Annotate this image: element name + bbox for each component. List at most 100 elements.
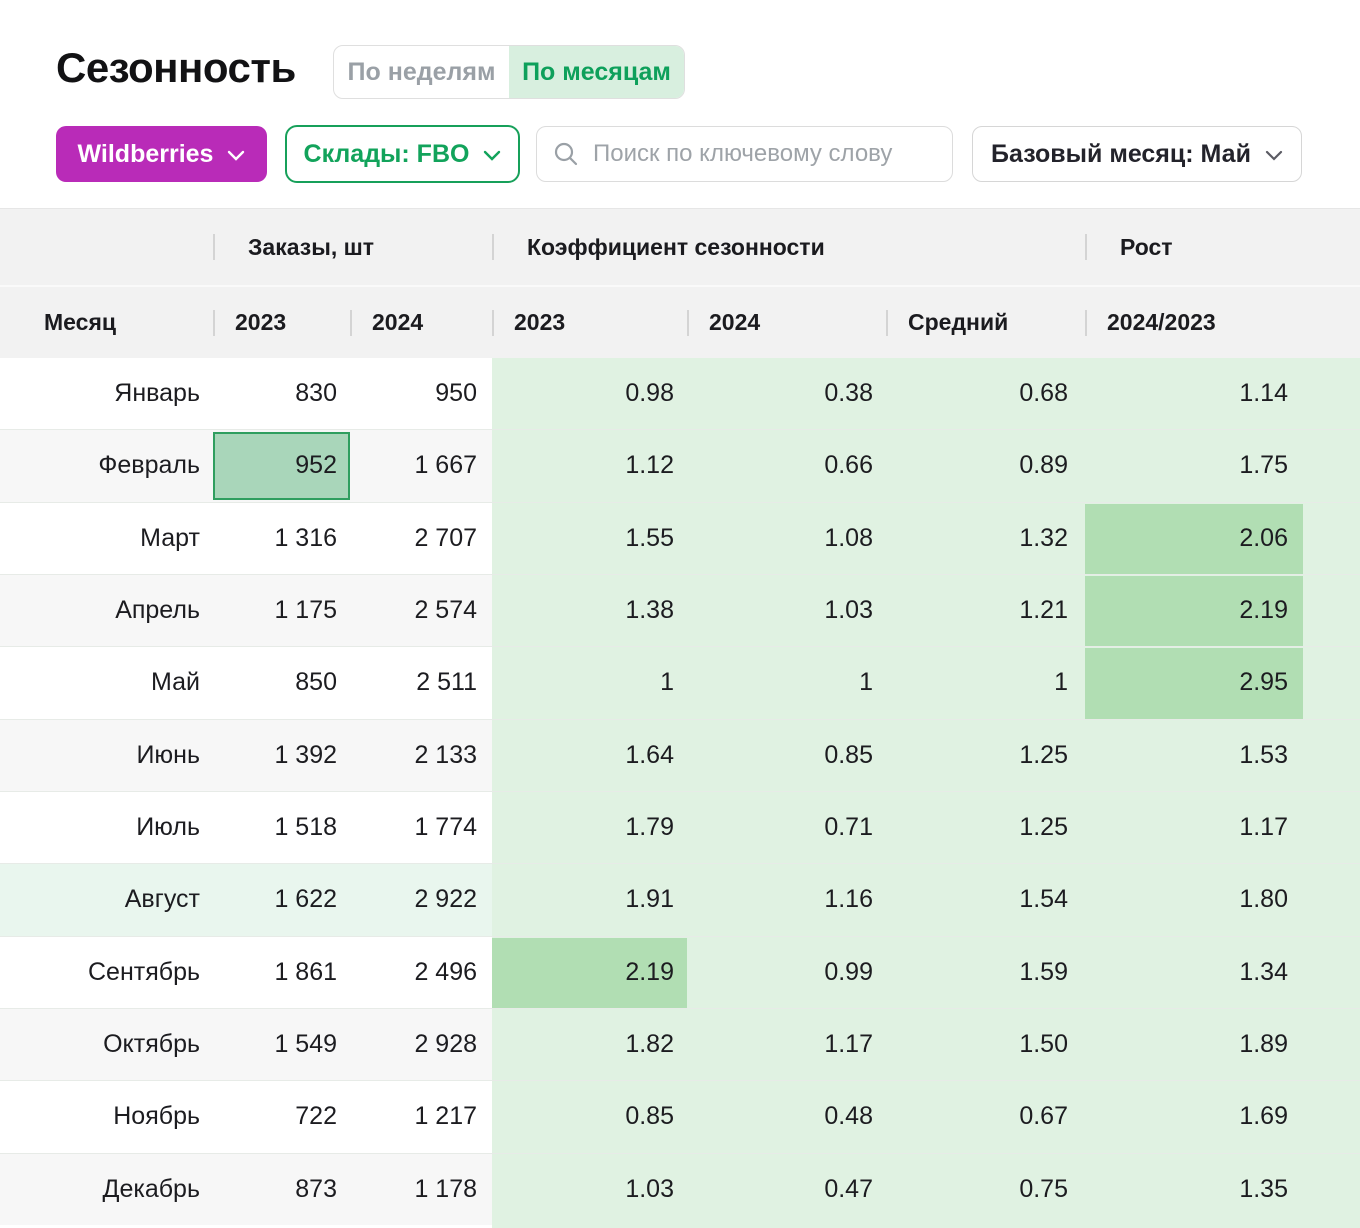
cell-orders-2024[interactable]: 2 922: [350, 864, 492, 936]
cell-orders-2024[interactable]: 950: [435, 379, 477, 408]
toggle-by-weeks[interactable]: По неделям: [347, 57, 496, 86]
cell-orders-2024[interactable]: 1 667: [350, 430, 492, 502]
cell-orders-2024[interactable]: 2 707: [414, 523, 477, 552]
cell-month[interactable]: Июль: [136, 813, 200, 842]
cell-growth-ratio[interactable]: 1.89: [1085, 1008, 1360, 1081]
cell-month[interactable]: Ноябрь: [113, 1102, 200, 1131]
cell-growth-ratio[interactable]: 1.53: [1085, 719, 1360, 791]
cell-average[interactable]: 1.21: [886, 574, 1085, 647]
cell-average[interactable]: 1.50: [886, 1008, 1085, 1081]
search-input[interactable]: [591, 139, 936, 169]
cell-coef-2023[interactable]: 1.12: [492, 430, 687, 502]
column-header-month: Месяц: [44, 309, 116, 335]
cell-orders-2023[interactable]: 1 392: [213, 719, 350, 791]
cell-orders-2023[interactable]: 1 518: [274, 813, 337, 842]
cell-month[interactable]: Январь: [114, 379, 200, 408]
cell-coef-2024[interactable]: 1.08: [687, 502, 886, 574]
cell-average[interactable]: 1.25: [886, 791, 1085, 864]
cell-coef-2024[interactable]: 0.66: [687, 430, 886, 502]
cell-coef-2023[interactable]: 1.64: [492, 719, 687, 791]
cell-month[interactable]: Май: [151, 668, 200, 697]
cell-orders-2024[interactable]: 2 511: [416, 668, 477, 697]
cell-coef-2024[interactable]: 0.85: [687, 719, 886, 791]
cell-orders-2023[interactable]: 850: [295, 668, 337, 697]
table-bottom-filler: [0, 1224, 1360, 1228]
cell-coef-2023[interactable]: 1.79: [492, 791, 687, 864]
cell-growth-ratio[interactable]: 2.06: [1085, 502, 1360, 575]
cell-coef-2023[interactable]: 0.98: [492, 358, 687, 430]
table-row: Июнь 1 392 2 133 1.64 0.85 1.25 1.53: [0, 718, 1360, 791]
cell-growth-ratio[interactable]: 1.75: [1085, 430, 1360, 502]
cell-orders-2023[interactable]: 1 622: [213, 864, 350, 936]
cell-orders-2023[interactable]: 873: [213, 1153, 350, 1225]
cell-coef-2024[interactable]: 1: [687, 647, 886, 719]
cell-month[interactable]: Июнь: [0, 719, 213, 791]
cell-month[interactable]: Апрель: [0, 574, 213, 647]
table-column-header: Месяц 2023 2024 2023 2024 Средний 2024/2…: [0, 287, 1360, 358]
cell-growth-ratio[interactable]: 1.14: [1085, 358, 1360, 430]
cell-coef-2023[interactable]: 0.85: [492, 1081, 687, 1153]
marketplace-dropdown[interactable]: Wildberries: [56, 126, 267, 182]
cell-coef-2024[interactable]: 0.48: [687, 1081, 886, 1153]
cell-coef-2024[interactable]: 1.17: [687, 1008, 886, 1081]
cell-orders-2024[interactable]: 1 774: [414, 813, 477, 842]
filler-left: [0, 1224, 492, 1228]
cell-growth-ratio[interactable]: 1.35: [1085, 1153, 1360, 1225]
cell-average[interactable]: 0.75: [886, 1153, 1085, 1225]
warehouses-dropdown[interactable]: Склады: FBO: [285, 125, 520, 183]
cell-average[interactable]: 1: [886, 647, 1085, 719]
column-header-orders-2024: 2024: [350, 287, 492, 358]
cell-month[interactable]: Декабрь: [0, 1153, 213, 1225]
table-row: Апрель 1 175 2 574 1.38 1.03 1.21 2.19: [0, 573, 1360, 647]
cell-orders-2024[interactable]: 1 217: [414, 1102, 477, 1131]
cell-growth-ratio[interactable]: 2.95: [1085, 647, 1360, 719]
cell-coef-2023[interactable]: 1: [492, 647, 687, 719]
cell-growth-ratio[interactable]: 1.17: [1085, 791, 1360, 864]
cell-month[interactable]: Февраль: [0, 430, 213, 502]
cell-orders-2023[interactable]: 1 316: [274, 523, 337, 552]
cell-orders-2023[interactable]: 1 861: [274, 957, 337, 986]
cell-average[interactable]: 1.32: [886, 502, 1085, 574]
cell-growth-ratio[interactable]: 1.69: [1085, 1081, 1360, 1153]
filler-green: [492, 1224, 1360, 1228]
cell-orders-2023[interactable]: 1 549: [213, 1008, 350, 1081]
cell-coef-2024[interactable]: 0.38: [687, 358, 886, 430]
cell-orders-2023[interactable]: 952: [213, 430, 350, 502]
cell-orders-2024[interactable]: 2 574: [350, 574, 492, 647]
cell-average[interactable]: 0.67: [886, 1081, 1085, 1153]
cell-month[interactable]: Октябрь: [0, 1008, 213, 1081]
cell-coef-2023[interactable]: 1.03: [492, 1153, 687, 1225]
cell-orders-2024[interactable]: 2 133: [350, 719, 492, 791]
cell-coef-2024[interactable]: 1.03: [687, 574, 886, 647]
base-month-dropdown[interactable]: Базовый месяц: Май: [972, 126, 1302, 182]
cell-growth-ratio[interactable]: 1.80: [1085, 864, 1360, 936]
cell-orders-2024[interactable]: 2 928: [350, 1008, 492, 1081]
cell-average[interactable]: 1.25: [886, 719, 1085, 791]
cell-coef-2024[interactable]: 0.99: [687, 936, 886, 1008]
cell-growth-ratio[interactable]: 1.34: [1085, 936, 1360, 1008]
cell-orders-2023[interactable]: 830: [295, 379, 337, 408]
cell-coef-2023[interactable]: 1.82: [492, 1008, 687, 1081]
cell-coef-2024[interactable]: 0.47: [687, 1153, 886, 1225]
table-row: Январь 830 950 0.98 0.38 0.68 1.14: [0, 358, 1360, 430]
toggle-by-months[interactable]: По месяцам: [509, 46, 684, 98]
cell-coef-2024[interactable]: 0.71: [687, 791, 886, 864]
cell-month[interactable]: Сентябрь: [88, 957, 200, 986]
cell-coef-2023[interactable]: 1.91: [492, 864, 687, 936]
cell-coef-2023[interactable]: 1.55: [492, 502, 687, 574]
cell-coef-2023[interactable]: 1.38: [492, 574, 687, 647]
cell-average[interactable]: 0.68: [886, 358, 1085, 430]
cell-orders-2024[interactable]: 1 178: [350, 1153, 492, 1225]
cell-orders-2023[interactable]: 722: [295, 1102, 337, 1131]
cell-month[interactable]: Август: [0, 864, 213, 936]
cell-orders-2024[interactable]: 2 496: [414, 957, 477, 986]
cell-average[interactable]: 0.89: [886, 430, 1085, 502]
cell-average[interactable]: 1.54: [886, 864, 1085, 936]
cell-average[interactable]: 1.59: [886, 936, 1085, 1008]
cell-growth-ratio[interactable]: 2.19: [1085, 574, 1360, 647]
cell-month[interactable]: Март: [140, 523, 200, 552]
cell-orders-2023[interactable]: 1 175: [213, 574, 350, 647]
cell-coef-2024[interactable]: 1.16: [687, 864, 886, 936]
cell-coef-2023[interactable]: 2.19: [492, 936, 687, 1009]
table-row: Март 1 316 2 707 1.55 1.08 1.32 2.06: [0, 501, 1360, 575]
